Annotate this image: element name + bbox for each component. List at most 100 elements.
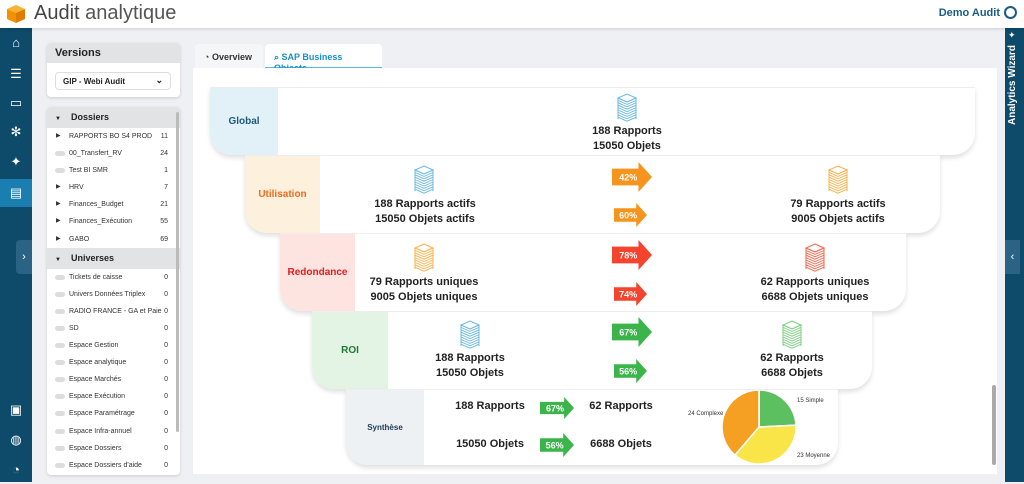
folder-add-icon[interactable]: ▣ — [9, 402, 23, 417]
tree-item[interactable]: ▶ Finances_Budget 21 — [47, 196, 180, 213]
user-lock-icon[interactable] — [1004, 6, 1017, 19]
tree-item[interactable]: RADIO FRANCE - GA et Paie 0 — [47, 303, 180, 320]
toggle-dot-icon[interactable] — [55, 325, 65, 331]
tree-item[interactable]: Test BI SMR 1 — [47, 162, 180, 179]
toggle-dot-icon[interactable] — [55, 291, 65, 297]
tree-scrollbar[interactable] — [176, 112, 179, 432]
database-stack-icon — [460, 320, 480, 349]
roi-left-line: 15050 Objets — [436, 367, 504, 379]
user-lock-icon[interactable]: ◍ — [10, 432, 22, 447]
pie-slice[interactable] — [721, 390, 760, 457]
tree-item[interactable]: Espace Dossiers 0 — [47, 440, 180, 457]
report-search-icon[interactable]: ▤ — [0, 179, 32, 207]
toggle-dot-icon[interactable] — [55, 462, 65, 468]
tree-item-name: RADIO FRANCE - GA et Paie — [69, 307, 162, 315]
tree-item[interactable]: 00_Transfert_RV 24 — [47, 145, 180, 162]
tree-item[interactable]: Espace Infra-annuel 0 — [47, 423, 180, 440]
content-scrollbar[interactable] — [992, 385, 996, 465]
caret-down-icon: ▼ — [55, 116, 61, 122]
utilisation-right: 79 Rapports actifs 9005 Objets actifs — [790, 197, 885, 227]
tree-item-name: Espace Marchés — [69, 376, 122, 384]
dossiers-section-header[interactable]: ▼ Dossiers — [47, 107, 180, 128]
tree-item-count: 0 — [164, 410, 168, 418]
versions-panel: Versions GIP - Webi Audit ⌄ — [47, 43, 180, 97]
toggle-dot-icon[interactable] — [55, 411, 65, 417]
right-panel-expand-button[interactable]: ‹ — [1005, 240, 1020, 274]
redondance-left: 79 Rapports uniques 9005 Objets uniques — [370, 275, 479, 305]
database-stack-icon — [782, 320, 802, 349]
global-row: Global — [210, 87, 975, 155]
caret-right-icon: ▶ — [56, 184, 61, 191]
database-stack-icon — [617, 93, 637, 122]
tree-item-count: 0 — [164, 342, 168, 350]
utilisation-right-line: 9005 Objets actifs — [791, 213, 885, 225]
toggle-dot-icon[interactable] — [55, 394, 65, 400]
toggle-dot-icon[interactable] — [55, 360, 65, 366]
sparkle-icon[interactable]: ✦ — [10, 154, 22, 169]
tree-item[interactable]: Espace Gestion 0 — [47, 337, 180, 354]
tree-item-name: RAPPORTS BO S4 PROD — [69, 133, 153, 140]
tree-item-count: 0 — [164, 273, 168, 281]
utilisation-left-line: 188 Rapports actifs — [374, 198, 476, 210]
user-name[interactable]: Demo Audit — [938, 7, 1000, 19]
tree-item-name: Espace Dossiers — [69, 444, 122, 452]
tree-item[interactable]: Espace Exécution 0 — [47, 388, 180, 405]
version-select[interactable]: GIP - Webi Audit ⌄ — [55, 72, 171, 90]
tree-item[interactable]: Univers Données Triplex 0 — [47, 286, 180, 303]
pie-slice[interactable] — [758, 390, 797, 428]
tab-overview[interactable]: ◔ Overview — [195, 44, 263, 69]
search-list-icon[interactable]: ☰ — [10, 66, 22, 81]
tree-item-count: 55 — [160, 218, 168, 226]
tree-item[interactable]: Tickets de caisse 0 — [47, 269, 180, 286]
toggle-dot-icon[interactable] — [55, 308, 65, 314]
caret-right-icon: ▶ — [56, 133, 61, 139]
utilisation-left-line: 15050 Objets actifs — [375, 213, 475, 225]
percent-label: 78% — [619, 251, 637, 261]
percent-label: 67% — [619, 328, 637, 338]
toggle-dot-icon[interactable] — [55, 274, 65, 280]
tree-item-name: Espace analytique — [69, 359, 127, 367]
tree-item-count: 1 — [164, 167, 168, 175]
tree-item-count: 0 — [164, 376, 168, 384]
tree-item[interactable]: ▶ RAPPORTS BO S4 PROD 11 — [47, 128, 180, 145]
percent-label: 56% — [546, 441, 564, 451]
toggle-dot-icon[interactable] — [55, 343, 65, 349]
nav-expand-button[interactable]: › — [16, 240, 32, 274]
tree-item[interactable]: Espace Marchés 0 — [47, 371, 180, 388]
universes-section-header[interactable]: ▼ Universes — [47, 247, 180, 269]
toggle-dot-icon[interactable] — [55, 428, 65, 434]
tree-item-name: Espace Exécution — [69, 393, 126, 401]
network-icon[interactable]: ✻ — [10, 124, 22, 139]
caret-right-icon: ▶ — [56, 201, 61, 208]
tree-item[interactable]: ▶ GABO 69 — [47, 231, 180, 248]
toggle-dot-icon[interactable] — [55, 168, 65, 174]
tree-item[interactable]: SD 0 — [47, 320, 180, 337]
toggle-dot-icon[interactable] — [55, 445, 65, 451]
database-stack-icon — [828, 165, 848, 194]
caret-down-icon: ▼ — [55, 256, 61, 263]
redondance-left-line: 79 Rapports uniques — [369, 276, 479, 288]
sparkle-icon: ✦ — [1008, 30, 1016, 40]
pie-slice[interactable] — [733, 424, 797, 465]
tab-sap-business-objects[interactable]: ⌕ SAP Business Objects — [265, 44, 382, 73]
dashboard-gauge-icon[interactable]: ◔ — [12, 462, 20, 477]
tree-item[interactable]: ▶ HRV 7 — [47, 179, 180, 196]
roi-label: ROI — [312, 312, 388, 389]
synthese-rapports-after-line: 62 Rapports — [589, 400, 653, 412]
tree-item-name: SD — [69, 324, 79, 332]
tree-item[interactable]: ▶ Finances_Exécution 55 — [47, 213, 180, 230]
percent-arrow: 74% — [614, 282, 647, 306]
tree-item[interactable]: Espace analytique 0 — [47, 354, 180, 371]
pie-slice-label: 23 Moyenne — [797, 453, 831, 459]
tree-item[interactable]: Espace Paramétrage 0 — [47, 405, 180, 422]
toggle-dot-icon[interactable] — [55, 377, 65, 383]
home-icon[interactable]: ⌂ — [12, 35, 20, 50]
tree-item-count: 7 — [164, 184, 168, 192]
book-icon[interactable]: ▭ — [9, 95, 23, 110]
toggle-dot-icon[interactable] — [55, 151, 65, 157]
synthese-objets-before-line: 15050 Objets — [456, 438, 524, 450]
percent-arrow: 56% — [614, 359, 647, 383]
tree-item[interactable]: Espace Dossiers d'aide 0 — [47, 457, 180, 474]
tree-item-name: Espace Dossiers d'aide — [69, 461, 142, 469]
analytics-wizard-label[interactable]: Analytics Wizard — [1007, 45, 1018, 125]
